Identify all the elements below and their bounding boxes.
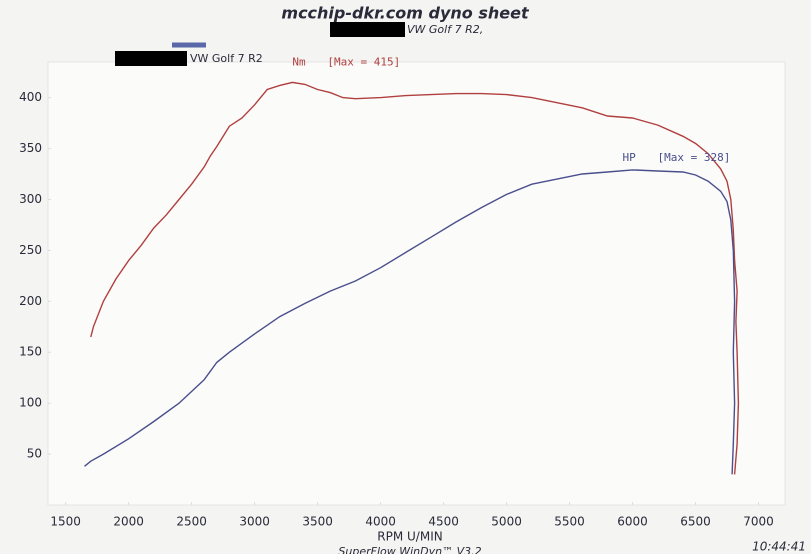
series-annotation: [Max = 415] bbox=[327, 55, 400, 68]
x-axis-label: RPM U/MIN bbox=[377, 530, 442, 544]
x-tick-label: 5500 bbox=[554, 515, 585, 529]
y-tick-label: 150 bbox=[19, 345, 42, 359]
chart-subtitle: VW Golf 7 R2, bbox=[407, 23, 483, 36]
x-tick-label: 5000 bbox=[491, 515, 522, 529]
x-tick-label: 6000 bbox=[617, 515, 648, 529]
x-tick-label: 2000 bbox=[113, 515, 144, 529]
x-tick-label: 3000 bbox=[239, 515, 270, 529]
series-name: Nm bbox=[292, 55, 306, 68]
legend-label: VW Golf 7 R2 bbox=[190, 52, 263, 65]
y-tick-label: 300 bbox=[19, 192, 42, 206]
time-stamp: 10:44:41 bbox=[752, 540, 806, 554]
x-tick-label: 1500 bbox=[50, 515, 81, 529]
x-tick-label: 7000 bbox=[743, 515, 774, 529]
x-tick-label: 4000 bbox=[365, 515, 396, 529]
y-tick-label: 200 bbox=[19, 294, 42, 308]
x-tick-label: 2500 bbox=[176, 515, 207, 529]
series-line bbox=[84, 169, 736, 475]
y-tick-label: 50 bbox=[27, 447, 42, 461]
x-tick-label: 6500 bbox=[680, 515, 711, 529]
redaction bbox=[330, 22, 405, 37]
y-tick-label: 400 bbox=[19, 90, 42, 104]
plot-area bbox=[47, 61, 786, 506]
series-name: HP bbox=[623, 151, 637, 164]
footer: SuperFlow WinDyn™ V3.2 bbox=[338, 545, 481, 554]
redaction bbox=[115, 51, 187, 66]
y-tick-label: 100 bbox=[19, 396, 42, 410]
x-tick-label: 3500 bbox=[302, 515, 333, 529]
y-tick-label: 350 bbox=[19, 141, 42, 155]
series-annotation: [Max = 328] bbox=[658, 151, 731, 164]
chart-title: mcchip-dkr.com dyno sheet bbox=[281, 4, 530, 23]
x-tick-label: 4500 bbox=[428, 515, 459, 529]
y-tick-label: 250 bbox=[19, 243, 42, 257]
series-line bbox=[90, 81, 740, 475]
